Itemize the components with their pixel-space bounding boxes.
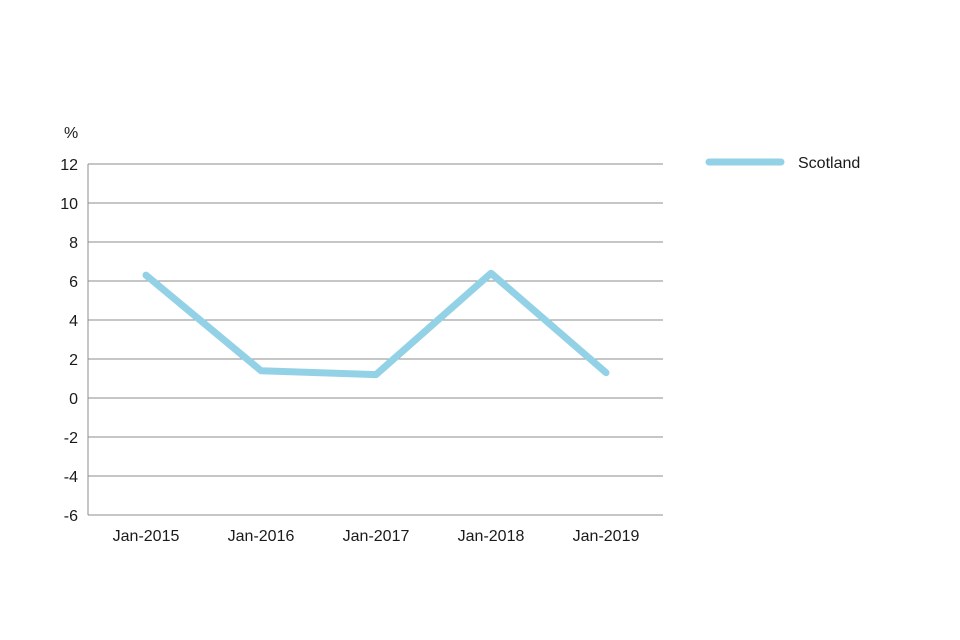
- y-tick-label: 10: [60, 196, 78, 213]
- y-tick-label: -2: [64, 430, 78, 447]
- y-tick-label: 4: [69, 313, 78, 330]
- x-tick-label: Jan-2016: [228, 528, 295, 545]
- y-axis-unit-label: %: [64, 125, 78, 142]
- x-tick-label: Jan-2019: [573, 528, 640, 545]
- series-layer: [142, 269, 610, 379]
- y-tick-label: -4: [64, 469, 78, 486]
- legend: Scotland: [705, 155, 860, 172]
- x-tick-label: Jan-2017: [343, 528, 410, 545]
- y-tick-label: -6: [64, 508, 78, 525]
- gridlines: [88, 163, 663, 516]
- y-axis-ticks: 12 10 8 6 4 2 0 -2 -4 -6: [60, 157, 78, 525]
- y-tick-label: 12: [60, 157, 78, 174]
- x-tick-label: Jan-2018: [458, 528, 525, 545]
- x-tick-label: Jan-2015: [113, 528, 180, 545]
- y-tick-label: 6: [69, 274, 78, 291]
- legend-label: Scotland: [798, 155, 860, 172]
- y-tick-label: 0: [69, 391, 78, 408]
- x-axis-ticks: Jan-2015 Jan-2016 Jan-2017 Jan-2018 Jan-2019: [113, 528, 640, 545]
- y-tick-label: 8: [69, 235, 78, 252]
- y-tick-label: 2: [69, 352, 78, 369]
